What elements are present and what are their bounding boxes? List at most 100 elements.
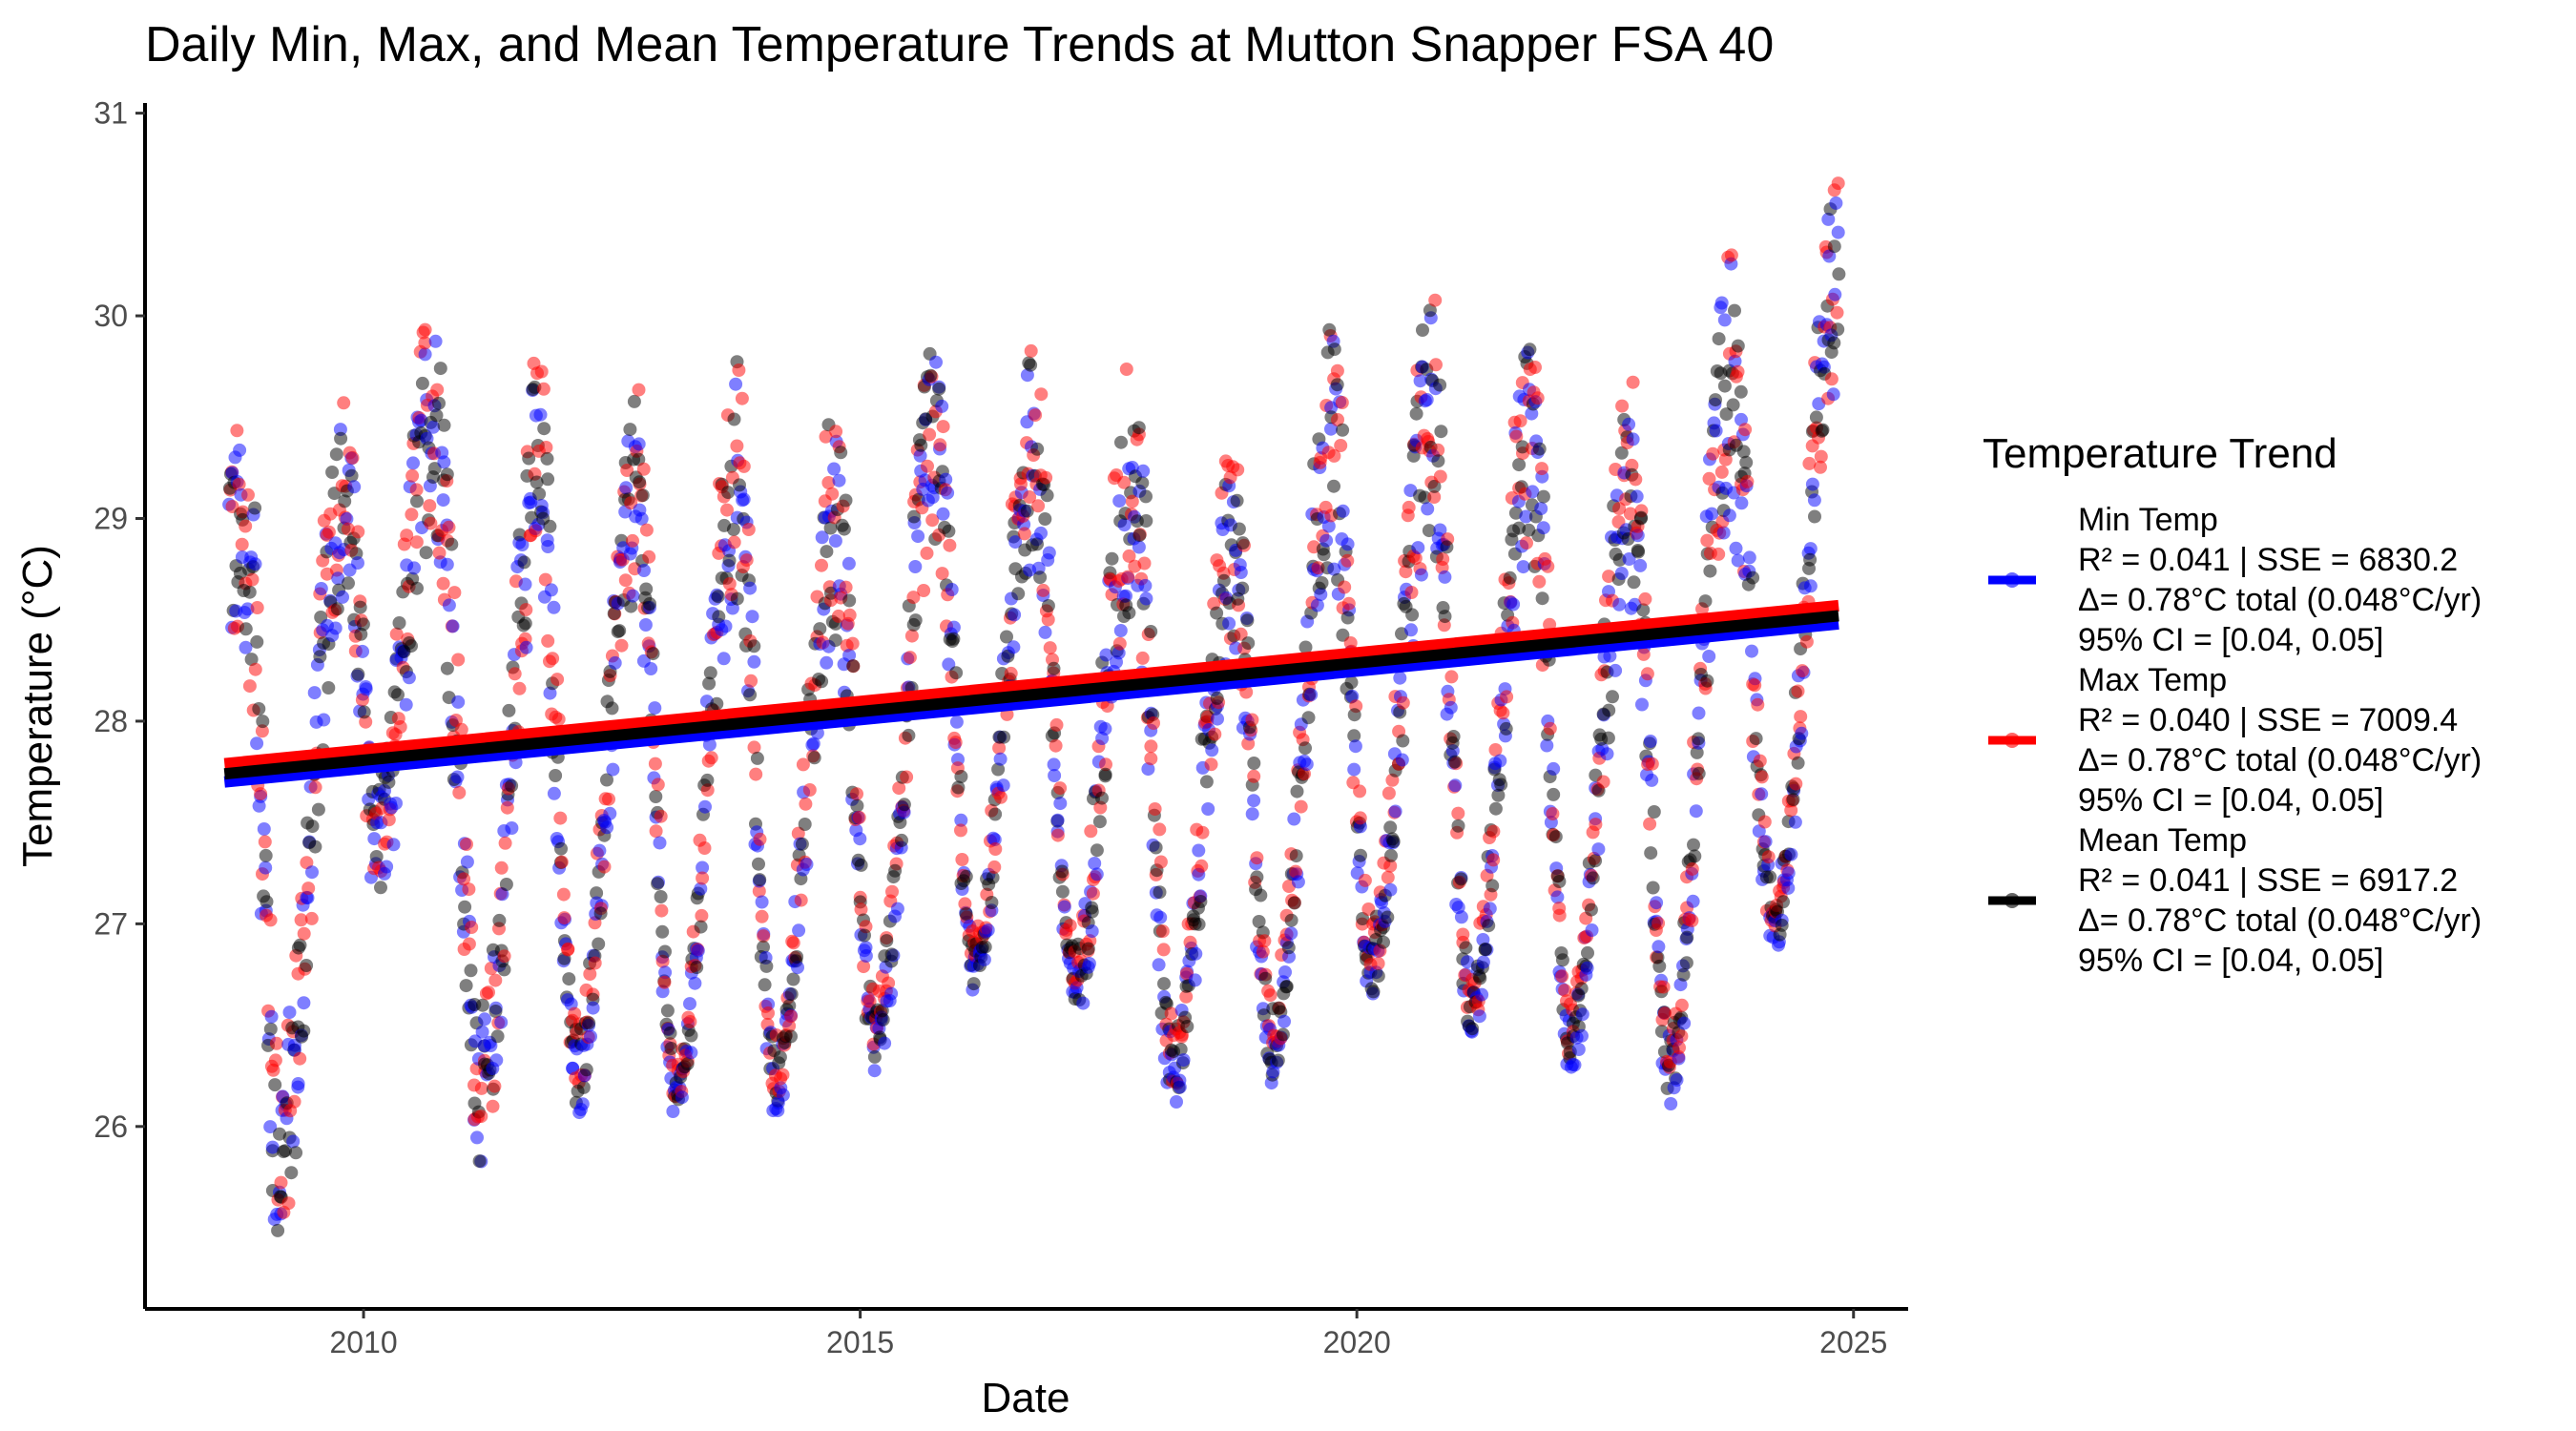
mean-temp-point — [554, 841, 568, 856]
max-temp-point — [442, 520, 456, 534]
mean-temp-point — [517, 555, 531, 570]
mean-temp-point — [710, 696, 724, 711]
min-temp-point — [1222, 616, 1236, 631]
min-temp-point — [1709, 424, 1723, 438]
max-temp-point — [1802, 456, 1817, 470]
max-temp-point — [695, 908, 709, 923]
min-temp-point — [426, 420, 441, 434]
mean-temp-point — [1409, 406, 1423, 421]
max-temp-point — [1099, 757, 1112, 772]
mean-temp-point — [1647, 805, 1661, 819]
max-temp-point — [819, 429, 833, 444]
mean-temp-point — [790, 950, 804, 964]
max-temp-point — [1543, 721, 1557, 736]
max-temp-point — [1789, 777, 1803, 791]
mean-temp-point — [1535, 591, 1549, 606]
mean-temp-trend-line — [223, 610, 1839, 780]
min-temp-point — [606, 762, 620, 777]
mean-temp-point — [1644, 846, 1658, 861]
mean-temp-point — [1344, 675, 1359, 690]
max-temp-point — [1084, 824, 1098, 839]
mean-temp-point — [313, 650, 327, 664]
mean-temp-point — [440, 661, 454, 675]
max-temp-point — [752, 884, 766, 899]
min-temp-point — [494, 1015, 509, 1029]
mean-temp-point — [1098, 767, 1112, 781]
min-temp-point — [1829, 196, 1843, 210]
max-temp-point — [1289, 864, 1302, 879]
max-temp-point — [1433, 469, 1447, 484]
max-temp-point — [955, 853, 969, 866]
max-temp-point — [720, 503, 734, 517]
min-temp-point — [446, 619, 460, 633]
mean-temp-point — [1354, 848, 1367, 862]
max-temp-point — [1436, 552, 1450, 567]
legend-entry: Min Temp R² = 0.041 | SSE = 6830.2 Δ= 0.78… — [1988, 502, 2482, 658]
max-temp-point — [254, 787, 268, 801]
legend-title: Temperature Trend — [1983, 430, 2337, 477]
mean-temp-point — [1174, 1043, 1188, 1056]
min-temp-point — [1205, 743, 1219, 757]
min-temp-point — [1314, 588, 1328, 602]
mean-temp-point — [1692, 732, 1705, 746]
min-temp-point — [1112, 494, 1127, 508]
min-temp-point — [1287, 812, 1301, 826]
min-temp-point — [541, 540, 555, 553]
min-temp-point — [1438, 570, 1452, 584]
min-temp-point — [336, 590, 349, 604]
max-temp-point — [1014, 477, 1028, 491]
mean-temp-point — [655, 924, 670, 939]
mean-temp-point — [410, 494, 424, 508]
legend-entry: Max Temp R² = 0.040 | SSE = 7009.4 Δ= 0.78… — [1988, 662, 2482, 819]
max-temp-point — [1429, 358, 1443, 372]
max-temp-point — [845, 636, 860, 651]
max-temp-point — [904, 629, 919, 643]
mean-temp-point — [959, 907, 973, 921]
legend-key-point — [2005, 893, 2020, 908]
min-temp-point — [291, 1077, 305, 1090]
max-temp-point — [1017, 527, 1031, 541]
mean-temp-point — [464, 964, 478, 978]
min-temp-point — [698, 799, 712, 814]
mean-temp-point — [624, 599, 638, 613]
max-temp-point — [741, 523, 756, 536]
mean-temp-point — [893, 816, 907, 829]
mean-temp-point — [263, 1022, 278, 1036]
legend-entry-text: Max Temp — [2078, 662, 2227, 698]
min-temp-point — [1630, 489, 1644, 504]
max-temp-point — [432, 546, 447, 560]
mean-temp-point — [834, 446, 848, 460]
max-temp-point — [436, 576, 450, 591]
mean-temp-point — [325, 466, 340, 479]
min-temp-point — [626, 589, 640, 603]
max-temp-point — [1700, 533, 1714, 548]
max-temp-point — [1740, 474, 1755, 488]
mean-temp-point — [1284, 913, 1298, 927]
max-temp-point — [642, 550, 656, 564]
mean-temp-point — [924, 368, 938, 383]
min-temp-point — [1635, 697, 1649, 712]
max-temp-point — [1814, 460, 1827, 474]
mean-temp-point — [730, 591, 744, 606]
min-temp-point — [936, 507, 950, 521]
max-temp-point — [906, 591, 921, 605]
min-temp-point — [518, 577, 532, 591]
min-temp-point — [356, 644, 369, 658]
mean-temp-point — [445, 537, 459, 551]
max-temp-point — [583, 967, 597, 981]
max-temp-point — [405, 468, 420, 483]
mean-temp-point — [369, 850, 384, 863]
max-temp-point — [536, 382, 551, 396]
max-temp-point — [829, 425, 843, 439]
mean-temp-point — [646, 647, 660, 661]
mean-temp-point — [244, 653, 259, 667]
min-temp-point — [1050, 813, 1065, 827]
min-temp-point — [1585, 923, 1599, 937]
mean-temp-point — [684, 1028, 698, 1043]
mean-temp-point — [543, 519, 557, 533]
min-temp-point — [653, 836, 667, 850]
min-temp-point — [263, 1120, 278, 1134]
mean-temp-point — [273, 1127, 286, 1141]
max-temp-point — [1672, 1041, 1686, 1055]
max-temp-point — [293, 1051, 307, 1066]
